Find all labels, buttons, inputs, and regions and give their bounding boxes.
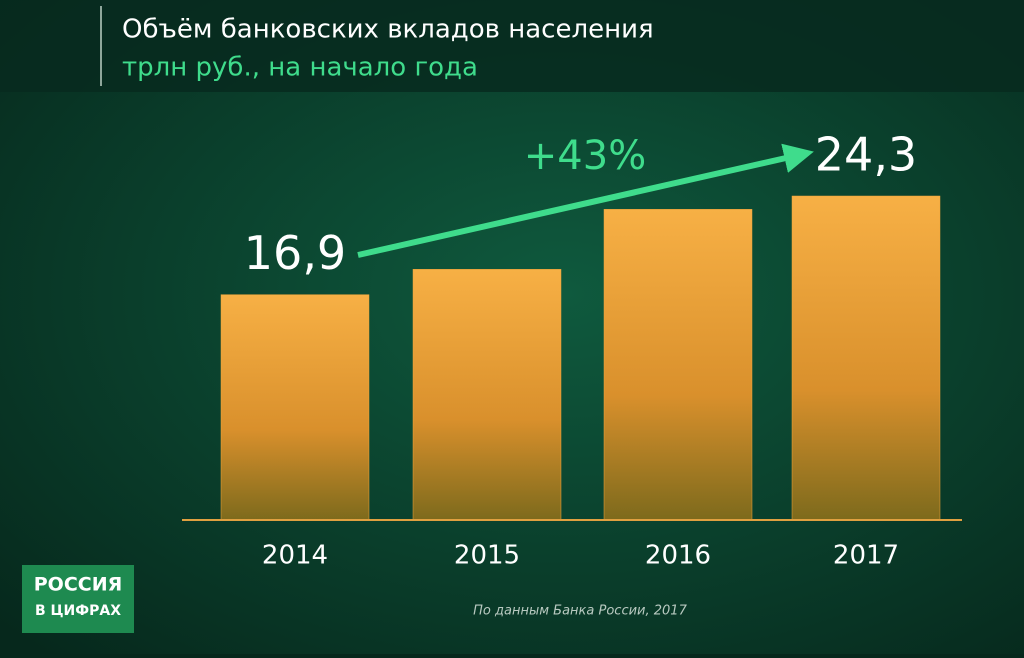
chart-subtitle: трлн руб., на начало года xyxy=(122,53,478,83)
bar xyxy=(603,209,753,521)
chart-title: Объём банковских вкладов населения xyxy=(122,15,654,45)
value-label: 16,9 xyxy=(244,226,346,280)
bar xyxy=(220,294,370,521)
logo-box xyxy=(22,565,134,633)
bar xyxy=(791,195,941,521)
growth-arrow xyxy=(357,143,814,258)
header-band xyxy=(0,0,1024,92)
x-tick-label: 2014 xyxy=(262,541,328,571)
x-tick-label: 2016 xyxy=(645,541,711,571)
bar xyxy=(412,269,562,521)
logo-text: РОССИЯ xyxy=(34,574,123,596)
x-tick-label: 2017 xyxy=(833,541,899,571)
growth-annotation: +43% xyxy=(524,133,646,179)
logo-text: В ЦИФРАХ xyxy=(35,603,121,619)
source-note: По данным Банка России, 2017 xyxy=(473,604,687,619)
x-tick-label: 2015 xyxy=(454,541,520,571)
value-label: 24,3 xyxy=(815,128,917,182)
